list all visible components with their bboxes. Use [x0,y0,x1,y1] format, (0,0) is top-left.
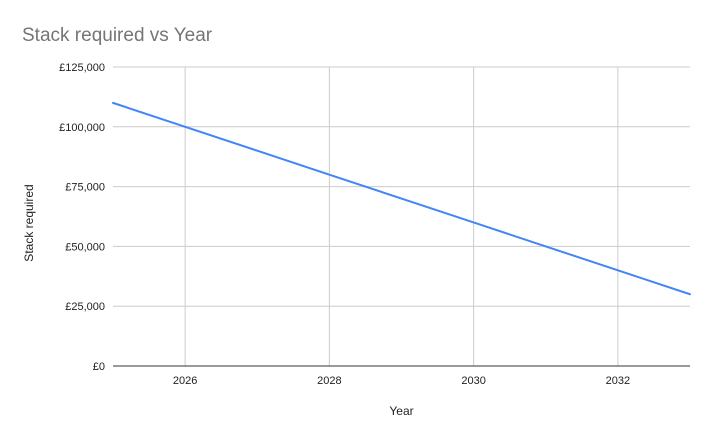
y-tick-label: £125,000 [59,62,105,74]
x-tick-label: 2028 [317,375,341,387]
x-tick-label: 2026 [173,375,197,387]
grid [113,66,690,366]
y-tick-label: £75,000 [65,182,105,194]
y-axis-title: Stack required [22,184,36,261]
x-tick-label: 2030 [461,375,485,387]
chart-title: Stack required vs Year [22,25,213,46]
series-layer [112,101,691,296]
y-tick-label: £50,000 [65,241,105,253]
y-tick-label: £25,000 [65,301,105,313]
y-tick-label: £100,000 [59,122,105,134]
x-axis-title: Year [389,404,413,418]
x-tick-label: 2032 [606,375,630,387]
series-line [112,101,691,296]
y-tick-label: £0 [93,361,105,373]
tick-labels: £0 £25,000 £50,000 £75,000 £100,000 £125,000 2… [59,62,630,387]
